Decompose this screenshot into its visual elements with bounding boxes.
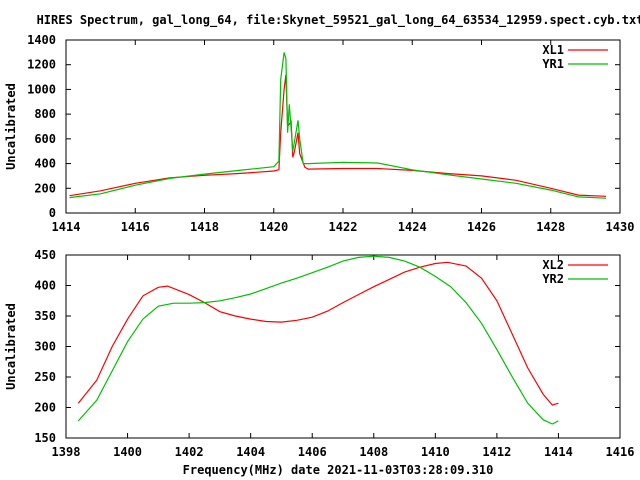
legend-label: YR2 xyxy=(542,272,564,286)
top-plot: 1414 1416 1418 1420 1422 1424 1426 1428 1430 0 200… xyxy=(4,33,634,234)
y-tick-label: 400 xyxy=(34,157,56,171)
x-tick-label: 1416 xyxy=(121,220,150,234)
x-tick-label: 1426 xyxy=(467,220,496,234)
x-tick-label: 1408 xyxy=(359,445,388,459)
x-axis-label: Frequency(MHz) date 2021-11-03T03:28:09.… xyxy=(183,463,494,477)
series-line-xl2 xyxy=(77,261,559,406)
x-tick-label: 1430 xyxy=(606,220,635,234)
x-tick-label: 1422 xyxy=(329,220,358,234)
plot-frame xyxy=(65,254,621,439)
y-tick-label: 400 xyxy=(34,279,56,293)
y-tick-label: 200 xyxy=(34,401,56,415)
x-tick-label: 1424 xyxy=(398,220,427,234)
x-tick-label: 1398 xyxy=(52,445,81,459)
y-tick-label: 200 xyxy=(34,181,56,195)
x-tick-label: 1410 xyxy=(421,445,450,459)
y-tick-label: 1200 xyxy=(27,58,56,72)
chart-title: HIRES Spectrum, gal_long_64, file:Skynet… xyxy=(37,13,640,28)
y-tick-label: 1400 xyxy=(27,33,56,47)
y-tick-label: 600 xyxy=(34,132,56,146)
y-tick-label: 450 xyxy=(34,248,56,262)
series-line-yr1 xyxy=(69,52,607,199)
x-tick-label: 1412 xyxy=(482,445,511,459)
x-tick-label: 1416 xyxy=(606,445,635,459)
y-axis-label: Uncalibrated xyxy=(4,83,18,170)
x-tick-label: 1414 xyxy=(52,220,81,234)
series-line-xl1 xyxy=(69,74,607,197)
x-tick-label: 1420 xyxy=(259,220,288,234)
y-tick-label: 300 xyxy=(34,340,56,354)
x-tick-label: 1414 xyxy=(544,445,573,459)
series-line-yr2 xyxy=(77,255,559,425)
y-tick-label: 800 xyxy=(34,107,56,121)
legend-label: YR1 xyxy=(542,57,564,71)
y-tick-label: 0 xyxy=(49,206,56,220)
legend-label: XL2 xyxy=(542,258,564,272)
y-tick-label: 150 xyxy=(34,431,56,445)
y-tick-label: 1000 xyxy=(27,82,56,96)
legend-label: XL1 xyxy=(542,43,564,57)
x-tick-label: 1402 xyxy=(175,445,204,459)
y-tick-label: 250 xyxy=(34,370,56,384)
bottom-plot: 1398 1400 1402 1404 1406 1408 1410 1412 1414 1416… xyxy=(4,248,634,459)
y-tick-label: 350 xyxy=(34,309,56,323)
x-tick-label: 1406 xyxy=(298,445,327,459)
x-tick-label: 1418 xyxy=(190,220,219,234)
x-tick-label: 1400 xyxy=(113,445,142,459)
y-axis-label: Uncalibrated xyxy=(4,303,18,390)
x-tick-label: 1428 xyxy=(536,220,565,234)
x-tick-label: 1404 xyxy=(236,445,265,459)
